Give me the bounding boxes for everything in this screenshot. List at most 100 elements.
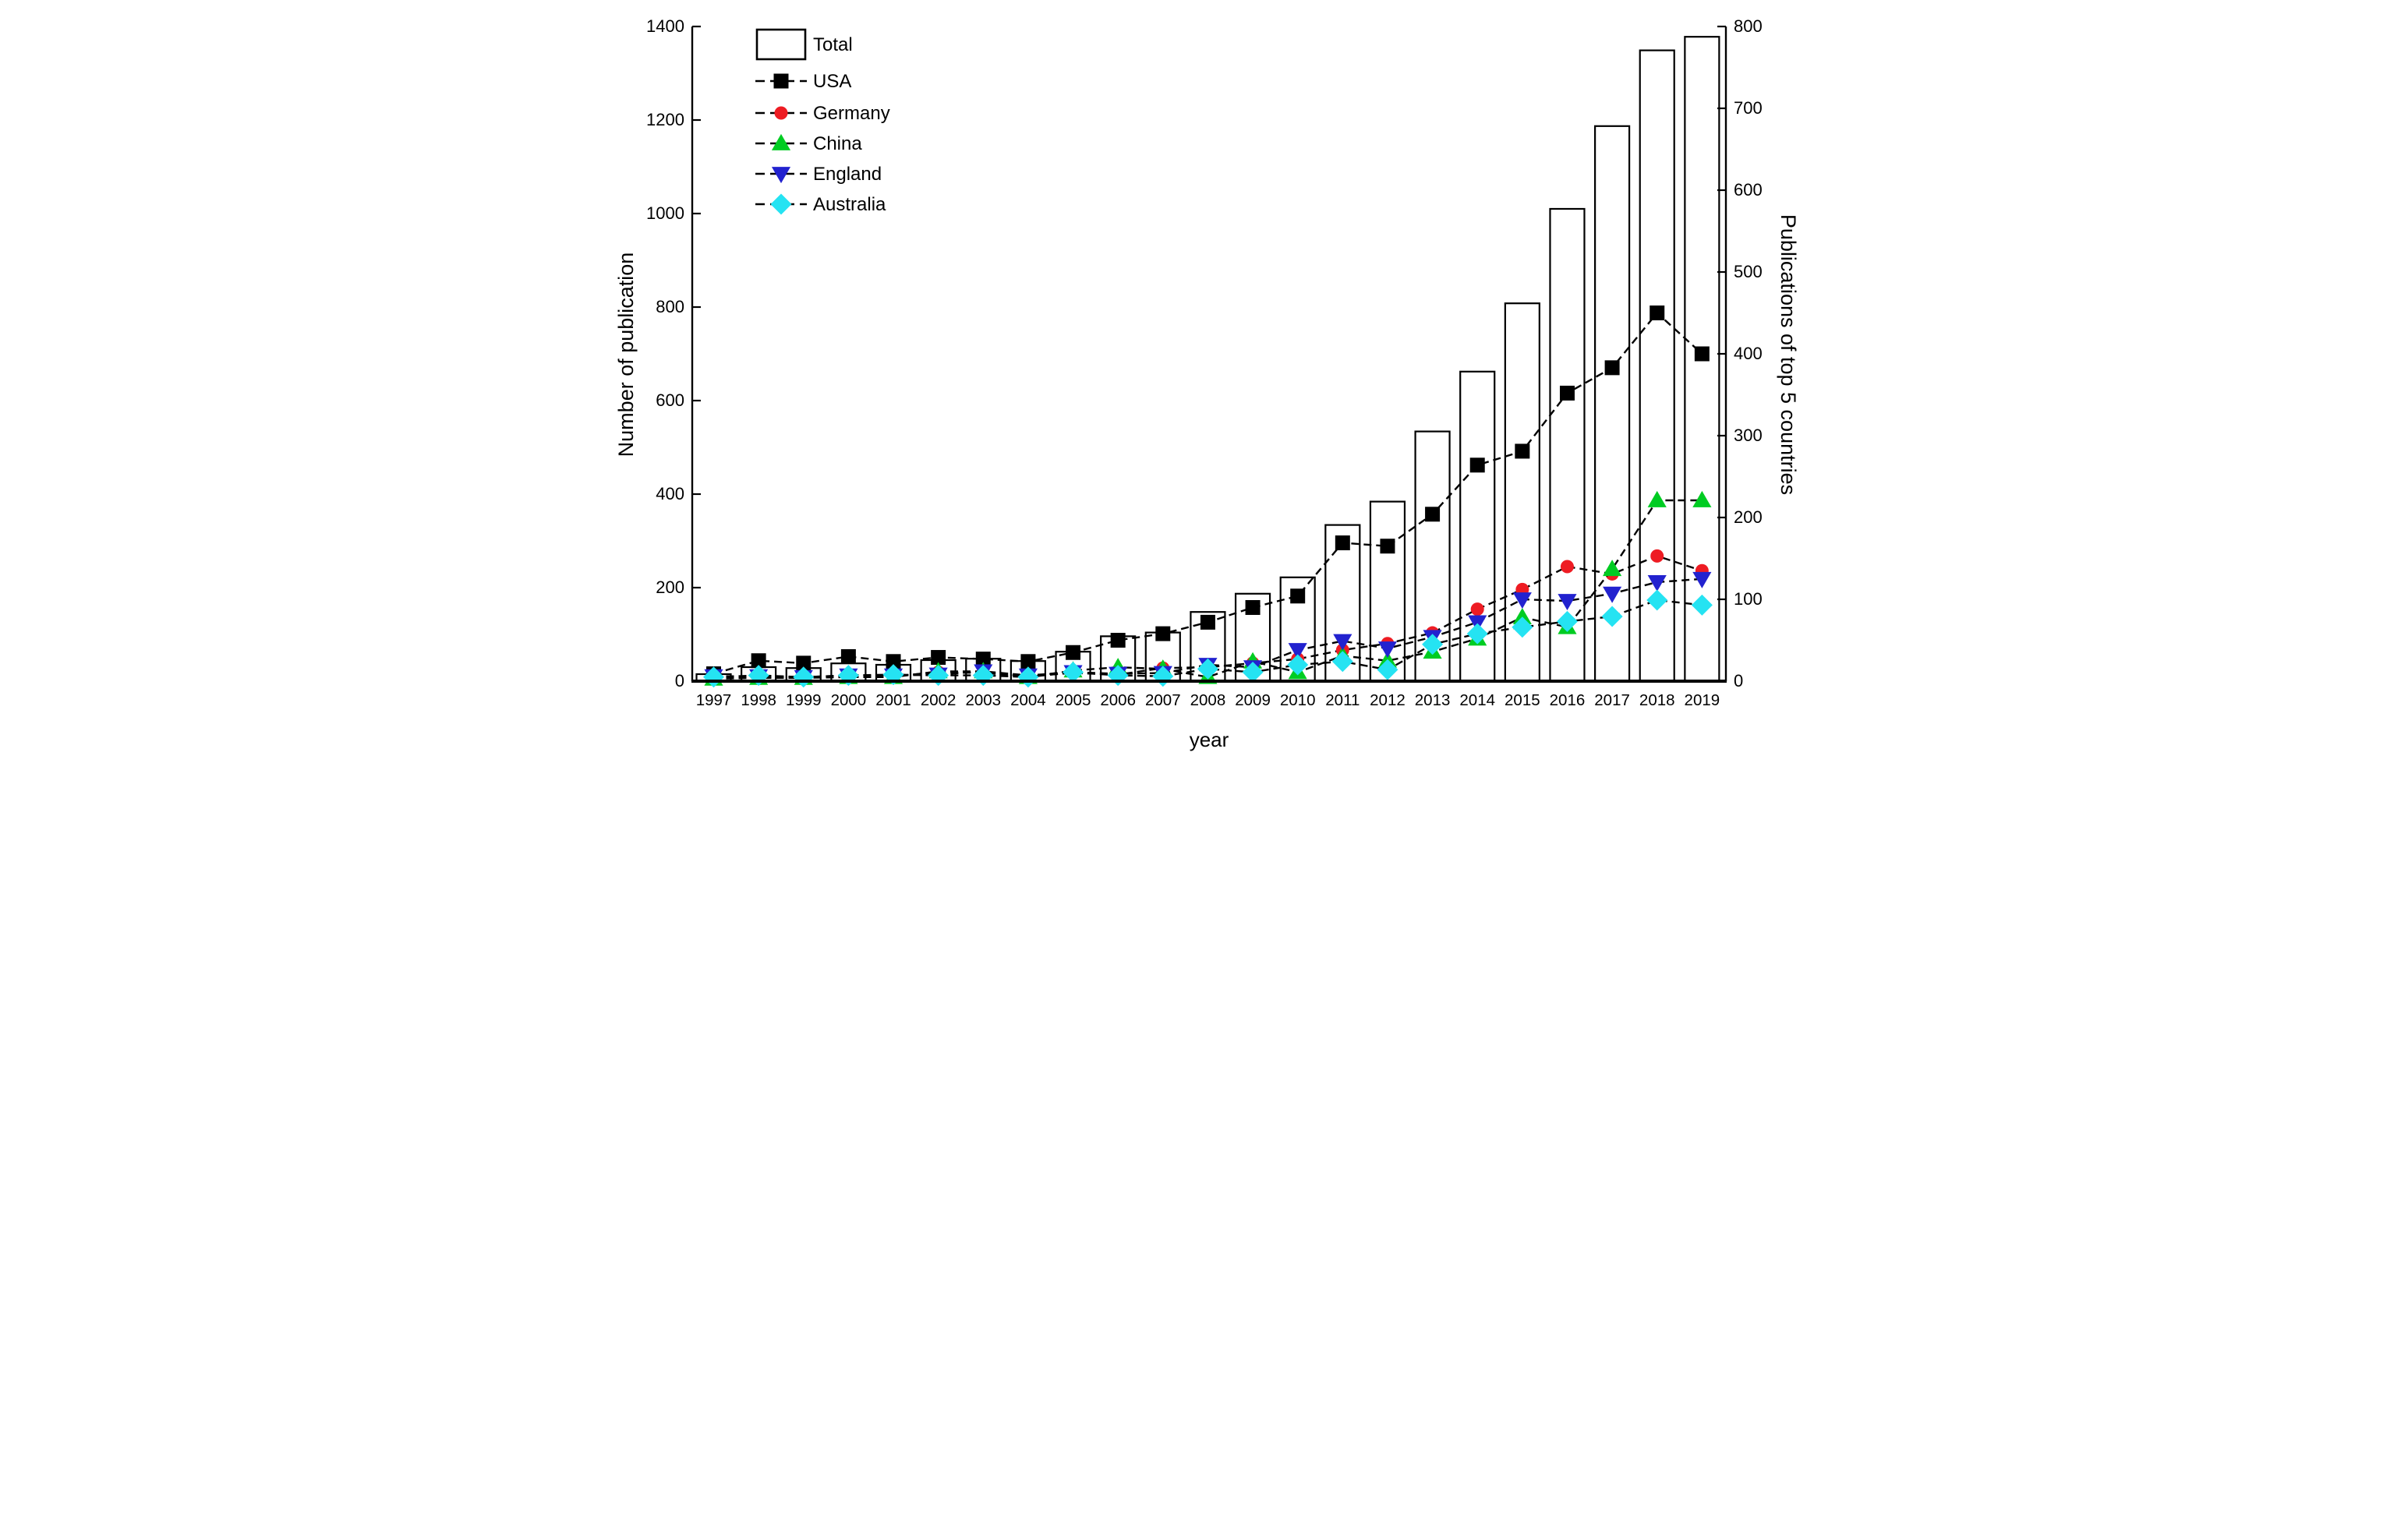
x-axis-title: year bbox=[1190, 728, 1229, 751]
x-tick-label-1997: 1997 bbox=[696, 691, 732, 709]
right-axis-title: Publications of top 5 countries bbox=[1777, 214, 1800, 495]
x-tick-label-2002: 2002 bbox=[921, 691, 956, 709]
x-tick-label-2014: 2014 bbox=[1459, 691, 1495, 709]
australia-marker-2013 bbox=[1422, 634, 1444, 655]
germany-marker-2016 bbox=[1560, 560, 1574, 574]
england-marker-2015 bbox=[1512, 592, 1532, 609]
right-tick-label-800: 800 bbox=[1734, 16, 1763, 36]
left-tick-label-0: 0 bbox=[675, 671, 684, 691]
usa-marker-2009 bbox=[1245, 600, 1261, 615]
x-tick-label-2017: 2017 bbox=[1594, 691, 1630, 709]
china-line bbox=[713, 499, 1703, 680]
x-tick-label-1999: 1999 bbox=[786, 691, 822, 709]
usa-marker-2017 bbox=[1604, 360, 1620, 376]
legend-swatch-total bbox=[755, 28, 807, 61]
x-tick-label-2001: 2001 bbox=[875, 691, 911, 709]
england-marker-2011 bbox=[1333, 634, 1353, 651]
usa-marker-2006 bbox=[1110, 633, 1126, 648]
usa-marker-2019 bbox=[1694, 346, 1710, 362]
legend-label-china: China bbox=[813, 133, 862, 154]
england-marker-2016 bbox=[1558, 594, 1577, 611]
right-tick-label-100: 100 bbox=[1734, 589, 1763, 609]
england-marker-2018 bbox=[1647, 575, 1667, 592]
usa-marker-2012 bbox=[1380, 539, 1395, 554]
usa-marker-2004 bbox=[1020, 654, 1036, 669]
legend-marker-england bbox=[771, 167, 791, 184]
right-tick-label-600: 600 bbox=[1734, 180, 1763, 200]
china-marker-2018 bbox=[1647, 490, 1667, 507]
right-tick-label-700: 700 bbox=[1734, 98, 1763, 118]
australia-marker-2008 bbox=[1197, 658, 1218, 680]
x-tick-label-2007: 2007 bbox=[1145, 691, 1181, 709]
australia-marker-2019 bbox=[1691, 594, 1713, 616]
usa-marker-2015 bbox=[1515, 443, 1530, 459]
x-tick-label-2003: 2003 bbox=[965, 691, 1001, 709]
publication-chart-figure: 0 200 400 600 800 1000 1200 1400 0 100 200 300 400 50… bbox=[602, 0, 1806, 770]
usa-marker-2005 bbox=[1066, 645, 1081, 660]
germany-marker-2014 bbox=[1470, 602, 1484, 616]
left-tick-label-200: 200 bbox=[656, 578, 684, 597]
left-tick-label-400: 400 bbox=[656, 484, 684, 503]
england-marker-2017 bbox=[1603, 586, 1622, 603]
legend-label-england: England bbox=[813, 164, 882, 185]
legend-marker-china bbox=[771, 133, 791, 150]
x-tick-label-2015: 2015 bbox=[1505, 691, 1540, 709]
usa-marker-2013 bbox=[1425, 507, 1441, 522]
australia-marker-2005 bbox=[1063, 661, 1084, 683]
right-tick-label-500: 500 bbox=[1734, 262, 1763, 281]
usa-marker-2011 bbox=[1335, 535, 1350, 551]
x-tick-label-1998: 1998 bbox=[741, 691, 776, 709]
x-tick-label-2004: 2004 bbox=[1010, 691, 1046, 709]
x-tick-label-2013: 2013 bbox=[1415, 691, 1451, 709]
legend-marker-australia bbox=[770, 193, 792, 215]
x-tick-label-2018: 2018 bbox=[1639, 691, 1675, 709]
australia-marker-2014 bbox=[1466, 623, 1488, 645]
usa-marker-1999 bbox=[796, 655, 812, 671]
australia-marker-2009 bbox=[1242, 661, 1264, 683]
usa-marker-2014 bbox=[1469, 457, 1485, 473]
legend-label-total: Total bbox=[813, 34, 853, 55]
legend-label-australia: Australia bbox=[813, 194, 886, 215]
usa-marker-2007 bbox=[1155, 626, 1171, 641]
legend-marker-usa bbox=[773, 73, 789, 89]
right-tick-label-200: 200 bbox=[1734, 507, 1763, 527]
left-tick-label-800: 800 bbox=[656, 297, 684, 316]
australia-marker-2015 bbox=[1512, 616, 1533, 638]
usa-marker-2018 bbox=[1650, 306, 1665, 320]
legend-label-germany: Germany bbox=[813, 103, 890, 124]
x-tick-label-2016: 2016 bbox=[1550, 691, 1586, 709]
england-marker-2010 bbox=[1288, 643, 1307, 660]
usa-marker-2000 bbox=[840, 649, 856, 664]
australia-marker-2017 bbox=[1601, 606, 1623, 627]
usa-marker-2001 bbox=[886, 654, 901, 669]
china-marker-2015 bbox=[1512, 608, 1532, 625]
australia-marker-2010 bbox=[1287, 654, 1309, 676]
england-marker-2012 bbox=[1377, 641, 1398, 659]
left-tick-label-600: 600 bbox=[656, 390, 684, 410]
x-tick-label-2006: 2006 bbox=[1100, 691, 1136, 709]
germany-marker-2018 bbox=[1650, 549, 1664, 563]
usa-marker-2008 bbox=[1200, 614, 1215, 630]
usa-marker-1998 bbox=[751, 653, 766, 669]
australia-marker-2018 bbox=[1646, 589, 1668, 611]
legend-label-usa: USA bbox=[813, 71, 851, 92]
x-tick-label-2012: 2012 bbox=[1370, 691, 1406, 709]
x-tick-label-2010: 2010 bbox=[1280, 691, 1316, 709]
x-tick-label-2008: 2008 bbox=[1190, 691, 1226, 709]
australia-marker-2016 bbox=[1556, 610, 1578, 632]
right-tick-label-400: 400 bbox=[1734, 344, 1763, 363]
legend-marker-germany bbox=[774, 106, 788, 120]
left-tick-label-1200: 1200 bbox=[646, 110, 684, 129]
x-tick-label-2005: 2005 bbox=[1055, 691, 1091, 709]
usa-marker-2010 bbox=[1290, 588, 1306, 604]
usa-marker-2003 bbox=[975, 652, 991, 667]
right-tick-label-300: 300 bbox=[1734, 426, 1763, 445]
chart-svg: 0 200 400 600 800 1000 1200 1400 0 100 200 300 400 50… bbox=[602, 0, 1806, 770]
left-axis-title: Number of publication bbox=[614, 253, 638, 457]
total-bar-2014 bbox=[1459, 370, 1496, 683]
england-marker-2019 bbox=[1692, 571, 1712, 588]
left-tick-label-1000: 1000 bbox=[646, 203, 684, 223]
china-marker-2017 bbox=[1603, 560, 1622, 577]
x-tick-label-2009: 2009 bbox=[1235, 691, 1271, 709]
australia-marker-2012 bbox=[1377, 659, 1398, 680]
